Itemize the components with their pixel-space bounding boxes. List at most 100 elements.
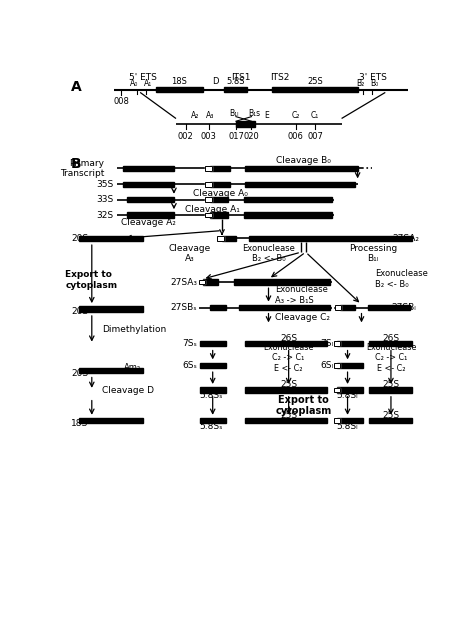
Text: Cleavage A₂: Cleavage A₂ [121, 219, 176, 227]
Bar [205, 166, 212, 170]
Bar [205, 182, 212, 187]
Bar [210, 182, 230, 187]
Text: B₀: B₀ [370, 79, 378, 88]
Bar [334, 418, 340, 423]
Bar [224, 87, 247, 92]
Bar [201, 341, 226, 347]
Text: Cleavage B₀: Cleavage B₀ [276, 156, 331, 165]
Bar [334, 342, 340, 346]
Bar [369, 341, 412, 347]
Text: 33S: 33S [96, 195, 113, 204]
Bar [202, 280, 218, 285]
Text: Primary
Transcript: Primary Transcript [60, 158, 104, 178]
Bar [335, 305, 341, 310]
Bar [218, 236, 224, 241]
Text: 5.8Sₗ: 5.8Sₗ [337, 391, 358, 400]
Text: 5.8Sₗ: 5.8Sₗ [337, 422, 358, 431]
Bar [334, 418, 340, 423]
Text: 35S: 35S [96, 180, 113, 189]
Text: 7Sₛ: 7Sₛ [182, 339, 197, 348]
Text: 006: 006 [288, 132, 303, 141]
Bar [79, 418, 143, 423]
Text: 20S: 20S [71, 368, 88, 378]
Text: 27SBₛ: 27SBₛ [171, 303, 197, 312]
Text: 020: 020 [244, 132, 259, 141]
Bar [244, 197, 332, 202]
Text: 27SA₂: 27SA₂ [392, 234, 419, 243]
Bar [239, 305, 330, 310]
Bar [245, 387, 327, 392]
Bar [222, 236, 236, 241]
Text: A₃: A₃ [206, 111, 215, 119]
Bar [369, 387, 412, 392]
Text: Exonuclease
B₂ <- B₀: Exonuclease B₂ <- B₀ [242, 244, 295, 264]
Bar [201, 363, 226, 368]
Bar [199, 280, 205, 285]
Text: 25S: 25S [383, 380, 400, 389]
Text: A₀: A₀ [130, 79, 138, 88]
Text: 5' ETS: 5' ETS [129, 73, 157, 82]
Text: Cleavage A₀: Cleavage A₀ [192, 189, 247, 198]
Bar [205, 213, 212, 217]
Bar [123, 182, 174, 187]
Text: 017: 017 [228, 132, 244, 141]
Text: 3' ETS: 3' ETS [359, 73, 387, 82]
Bar [79, 368, 143, 373]
Text: Cleavage C₂: Cleavage C₂ [275, 313, 330, 322]
Text: Exonuclease
A₃ -> B₁S: Exonuclease A₃ -> B₁S [275, 285, 328, 305]
Bar [128, 212, 174, 218]
Bar [334, 387, 340, 392]
Bar [123, 165, 174, 171]
Bar [79, 236, 143, 241]
Bar [273, 87, 357, 92]
Bar [337, 341, 363, 347]
Text: 25S: 25S [383, 411, 400, 420]
Bar [245, 341, 327, 347]
Bar [210, 305, 226, 310]
Text: B: B [71, 157, 82, 171]
Bar [205, 197, 212, 202]
Text: 6Sₗ: 6Sₗ [320, 361, 334, 370]
Bar [234, 280, 330, 285]
Text: 5.8S: 5.8S [226, 77, 245, 87]
Text: 18S: 18S [172, 77, 187, 87]
Bar [210, 165, 230, 171]
Text: A₂: A₂ [191, 111, 199, 119]
Text: 32S: 32S [96, 210, 113, 220]
Text: C₂: C₂ [292, 111, 300, 119]
Text: 25S: 25S [280, 380, 297, 389]
Bar [337, 363, 363, 368]
Text: Cleavage D: Cleavage D [102, 386, 154, 396]
Text: 007: 007 [307, 132, 323, 141]
Text: B₁s: B₁s [248, 109, 261, 118]
Text: 6Sₛ: 6Sₛ [182, 361, 197, 370]
Bar [210, 197, 228, 202]
Bar [335, 305, 341, 310]
Text: E: E [264, 111, 269, 119]
Bar [201, 387, 226, 392]
Bar [218, 236, 224, 241]
Bar [334, 342, 340, 346]
Text: 27SA₃: 27SA₃ [170, 278, 197, 287]
Text: 25S: 25S [280, 411, 297, 420]
Bar [245, 182, 356, 187]
Text: 20S: 20S [71, 234, 88, 243]
Text: 18S: 18S [71, 418, 88, 428]
Bar [334, 363, 340, 368]
Bar [340, 305, 356, 310]
Text: Am₂: Am₂ [124, 363, 141, 372]
Bar [199, 280, 205, 285]
Text: 5.8Sₛ: 5.8Sₛ [200, 422, 223, 431]
Text: Dimethylation: Dimethylation [102, 326, 166, 334]
Bar [337, 418, 363, 423]
Text: ITS2: ITS2 [271, 73, 290, 82]
Text: Exonuclease
C₂ -> C₁
E <- C₂: Exonuclease C₂ -> C₁ E <- C₂ [366, 343, 416, 373]
Bar [205, 213, 212, 217]
Bar [334, 363, 340, 368]
Text: 25S: 25S [307, 77, 323, 87]
Text: Processing
B₁ₗ: Processing B₁ₗ [349, 244, 397, 264]
Text: 7Sₗ: 7Sₗ [320, 339, 334, 348]
Bar [210, 212, 228, 218]
Bar [245, 165, 357, 171]
Bar [128, 197, 174, 202]
